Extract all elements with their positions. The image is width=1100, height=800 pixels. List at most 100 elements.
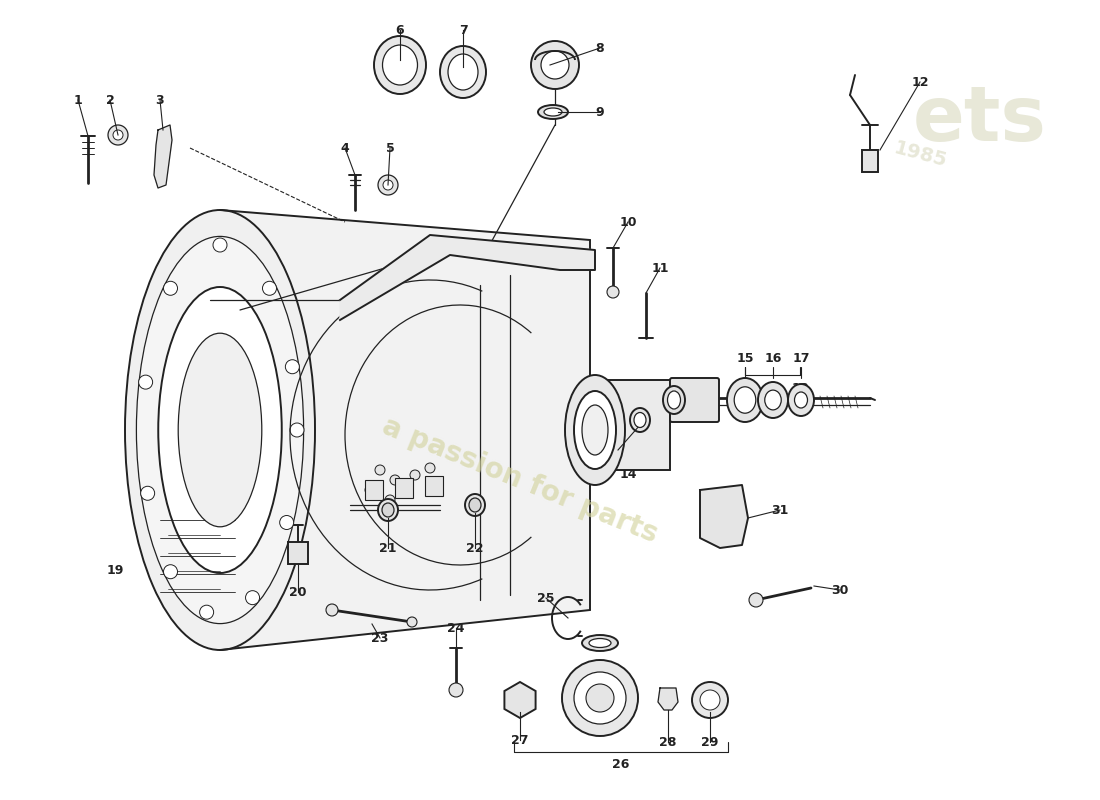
Text: 16: 16 xyxy=(764,351,782,365)
Text: 5: 5 xyxy=(386,142,395,154)
Ellipse shape xyxy=(764,390,781,410)
Circle shape xyxy=(425,463,435,473)
Circle shape xyxy=(692,682,728,718)
Text: 28: 28 xyxy=(659,735,676,749)
Ellipse shape xyxy=(448,54,478,90)
Text: 10: 10 xyxy=(619,215,637,229)
Circle shape xyxy=(531,41,579,89)
Text: 8: 8 xyxy=(596,42,604,54)
Ellipse shape xyxy=(382,503,394,517)
Ellipse shape xyxy=(574,391,616,469)
Circle shape xyxy=(113,130,123,140)
Text: 22: 22 xyxy=(466,542,484,554)
Circle shape xyxy=(449,683,463,697)
Bar xyxy=(395,478,412,498)
Circle shape xyxy=(199,605,213,619)
Circle shape xyxy=(375,465,385,475)
Text: 13: 13 xyxy=(609,443,627,457)
Circle shape xyxy=(410,470,420,480)
Text: 29: 29 xyxy=(702,735,718,749)
Text: 1985: 1985 xyxy=(891,138,948,171)
Text: 17: 17 xyxy=(792,351,810,365)
Text: 30: 30 xyxy=(832,583,849,597)
Circle shape xyxy=(562,660,638,736)
Polygon shape xyxy=(154,125,172,188)
Ellipse shape xyxy=(440,46,486,98)
Circle shape xyxy=(141,486,155,500)
Circle shape xyxy=(512,691,529,709)
Circle shape xyxy=(108,125,128,145)
Ellipse shape xyxy=(582,405,608,455)
Ellipse shape xyxy=(727,378,763,422)
Circle shape xyxy=(245,590,260,605)
Text: 2: 2 xyxy=(106,94,114,106)
Ellipse shape xyxy=(565,375,625,485)
Text: 9: 9 xyxy=(596,106,604,118)
Circle shape xyxy=(263,282,276,295)
Ellipse shape xyxy=(125,210,315,650)
Ellipse shape xyxy=(630,408,650,432)
Ellipse shape xyxy=(383,45,418,85)
Polygon shape xyxy=(340,235,595,320)
Text: 20: 20 xyxy=(289,586,307,598)
Circle shape xyxy=(285,360,299,374)
Text: 4: 4 xyxy=(341,142,350,154)
Ellipse shape xyxy=(158,287,282,573)
Text: 18: 18 xyxy=(791,382,808,394)
Text: 3: 3 xyxy=(156,94,164,106)
Text: 1: 1 xyxy=(74,94,82,106)
Circle shape xyxy=(279,515,294,530)
Circle shape xyxy=(378,175,398,195)
Ellipse shape xyxy=(136,237,304,624)
Circle shape xyxy=(290,423,304,437)
Bar xyxy=(365,480,383,500)
Circle shape xyxy=(407,617,417,627)
Text: 6: 6 xyxy=(396,23,405,37)
Ellipse shape xyxy=(465,494,485,516)
Circle shape xyxy=(326,604,338,616)
Ellipse shape xyxy=(469,498,481,512)
Text: a passion for parts: a passion for parts xyxy=(378,412,662,548)
Text: 15: 15 xyxy=(736,351,754,365)
Circle shape xyxy=(700,690,720,710)
Ellipse shape xyxy=(634,413,646,427)
Ellipse shape xyxy=(374,36,426,94)
Ellipse shape xyxy=(668,391,681,409)
Text: 12: 12 xyxy=(911,75,928,89)
Circle shape xyxy=(164,282,177,295)
FancyBboxPatch shape xyxy=(590,380,670,470)
Ellipse shape xyxy=(734,386,756,413)
Text: 27: 27 xyxy=(512,734,529,746)
Bar xyxy=(862,150,878,172)
Text: 19: 19 xyxy=(107,563,123,577)
Circle shape xyxy=(749,593,763,607)
Circle shape xyxy=(586,684,614,712)
Text: 24: 24 xyxy=(448,622,464,634)
Text: 21: 21 xyxy=(379,542,397,554)
Circle shape xyxy=(574,672,626,724)
Text: 31: 31 xyxy=(771,503,789,517)
Polygon shape xyxy=(700,485,748,548)
Bar xyxy=(425,476,443,496)
Text: 7: 7 xyxy=(459,23,468,37)
Text: 26: 26 xyxy=(613,758,629,771)
Circle shape xyxy=(164,565,177,578)
Text: 11: 11 xyxy=(651,262,669,274)
Text: 14: 14 xyxy=(619,469,637,482)
FancyBboxPatch shape xyxy=(670,378,719,422)
Text: ets: ets xyxy=(913,83,1047,157)
Ellipse shape xyxy=(378,499,398,521)
Circle shape xyxy=(213,238,227,252)
Polygon shape xyxy=(220,210,590,650)
Ellipse shape xyxy=(788,384,814,416)
Ellipse shape xyxy=(794,392,807,408)
Text: 25: 25 xyxy=(537,591,554,605)
Circle shape xyxy=(607,286,619,298)
Circle shape xyxy=(139,375,153,389)
Ellipse shape xyxy=(582,635,618,651)
Ellipse shape xyxy=(758,382,788,418)
Text: 23: 23 xyxy=(372,631,388,645)
Circle shape xyxy=(383,180,393,190)
Circle shape xyxy=(385,495,395,505)
Ellipse shape xyxy=(544,108,562,116)
